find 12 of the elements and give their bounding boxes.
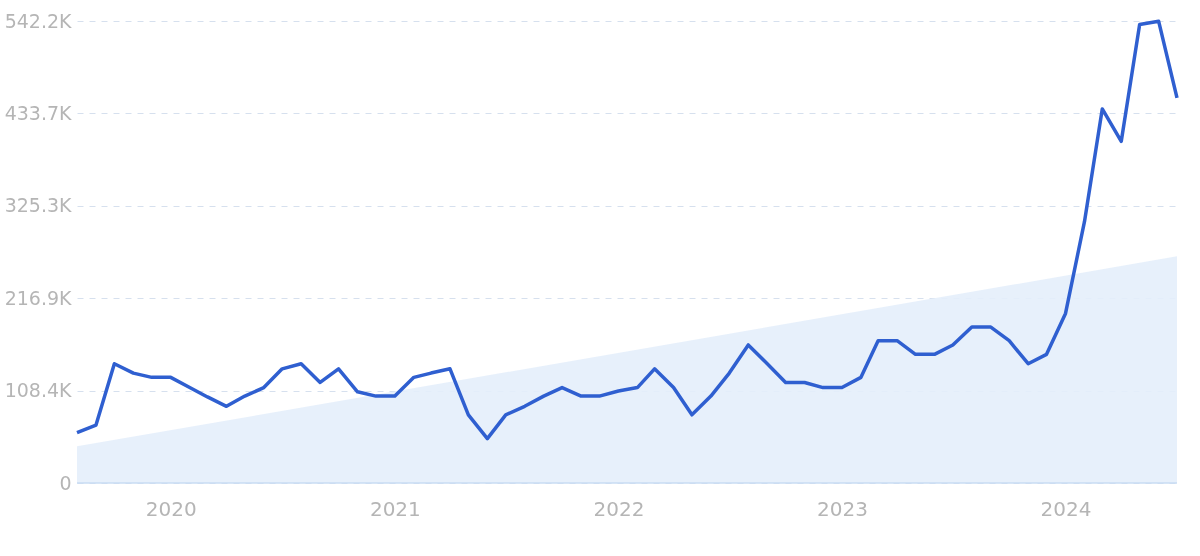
y-tick-label: 433.7K: [4, 101, 73, 124]
x-tick-label: 2022: [593, 496, 645, 521]
x-tick-label: 2020: [145, 496, 197, 521]
x-tick-label: 2023: [817, 496, 868, 521]
y-tick-label: 542.2K: [4, 9, 73, 32]
y-tick-label: 0: [59, 471, 72, 494]
y-tick-label: 108.4K: [4, 379, 73, 402]
x-tick-label: 2021: [369, 496, 421, 521]
y-tick-label: 325.3K: [4, 194, 73, 217]
line-series: [75, 19, 1179, 441]
x-tick-label: 2024: [1040, 496, 1092, 521]
y-tick-label: 216.9K: [4, 286, 73, 309]
